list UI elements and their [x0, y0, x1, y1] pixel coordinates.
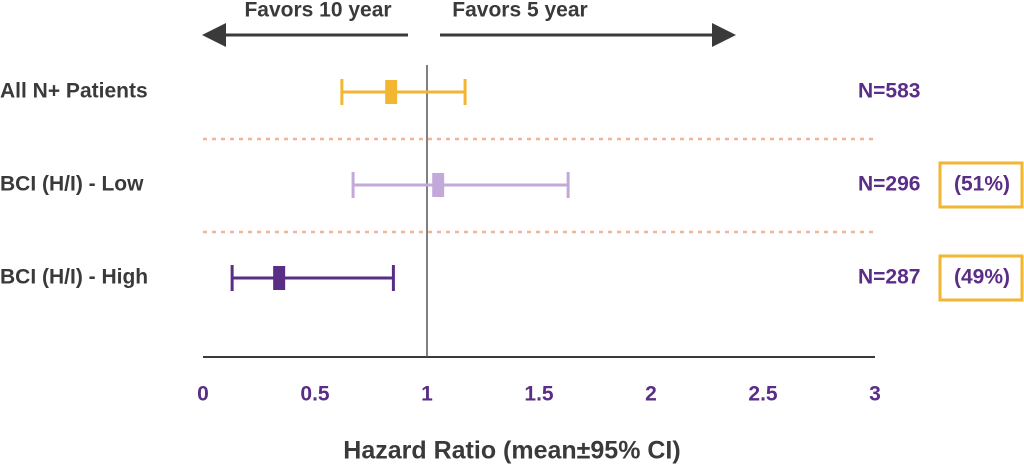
x-tick-label: 1: [421, 383, 433, 406]
row-label: BCI (H/I) - Low: [0, 173, 144, 196]
n-label: N=296: [858, 173, 920, 196]
x-axis-title: Hazard Ratio (mean±95% CI): [343, 437, 680, 465]
share-label: (51%): [954, 173, 1010, 196]
x-tick-label: 0.5: [300, 383, 330, 406]
x-tick-label: 2.5: [748, 383, 778, 406]
annotation-left: Favors 10 year: [244, 0, 391, 22]
x-tick-label: 3: [869, 383, 881, 406]
mean-marker: [432, 173, 445, 197]
x-tick-label: 1.5: [524, 383, 554, 406]
share-box: [938, 161, 1024, 209]
row-label: BCI (H/I) - High: [0, 266, 148, 289]
x-tick-label: 0: [197, 383, 209, 406]
mean-marker: [385, 80, 398, 104]
n-label: N=287: [858, 266, 920, 289]
share-label: (49%): [954, 266, 1010, 289]
row-label: All N+ Patients: [0, 80, 148, 103]
n-label: N=583: [858, 80, 920, 103]
x-tick-label: 2: [645, 383, 657, 406]
annotation-right: Favors 5 year: [452, 0, 587, 22]
mean-marker: [273, 266, 286, 290]
share-box: [938, 254, 1024, 302]
